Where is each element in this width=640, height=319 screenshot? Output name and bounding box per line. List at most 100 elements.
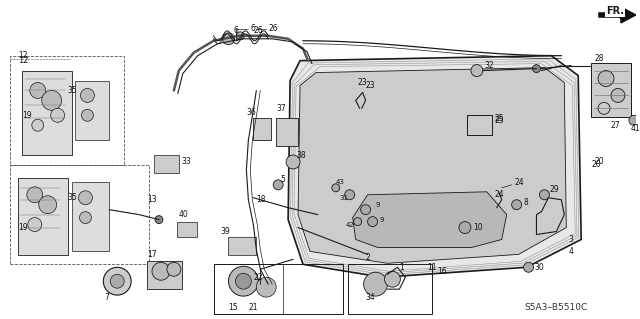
Text: FR.: FR. [606, 6, 624, 16]
Circle shape [155, 216, 163, 224]
Polygon shape [621, 7, 636, 23]
Text: 13: 13 [147, 195, 157, 204]
Text: 1: 1 [399, 263, 404, 272]
Text: 27: 27 [611, 121, 621, 130]
Text: 3: 3 [568, 235, 573, 244]
Circle shape [42, 91, 61, 110]
Circle shape [256, 277, 276, 297]
Circle shape [364, 272, 387, 296]
Polygon shape [298, 68, 566, 263]
Circle shape [273, 180, 283, 190]
Text: 23: 23 [365, 81, 375, 90]
Text: 2: 2 [365, 253, 371, 262]
Text: 11: 11 [427, 263, 436, 272]
Text: 39: 39 [221, 227, 230, 236]
Text: 4: 4 [568, 247, 573, 256]
Circle shape [79, 191, 92, 205]
Bar [214, 264, 343, 314]
Text: 43: 43 [336, 179, 345, 185]
Circle shape [367, 217, 378, 226]
Text: 26: 26 [253, 26, 263, 35]
Circle shape [81, 109, 93, 121]
Text: 37: 37 [276, 104, 286, 113]
Text: 28: 28 [594, 54, 604, 63]
Circle shape [167, 262, 181, 276]
Text: 24: 24 [495, 190, 504, 199]
Circle shape [471, 65, 483, 77]
Text: 20: 20 [591, 160, 601, 169]
Text: 42: 42 [346, 222, 355, 227]
Text: 12: 12 [18, 51, 28, 60]
Text: 16: 16 [437, 267, 447, 276]
Bar [18, 178, 68, 256]
Text: 33: 33 [182, 158, 191, 167]
Circle shape [286, 155, 300, 169]
Text: 18: 18 [256, 195, 266, 204]
Text: 9: 9 [376, 202, 380, 208]
Text: 17: 17 [147, 250, 157, 259]
Bar [22, 70, 72, 155]
Circle shape [524, 262, 534, 272]
Bar [467, 115, 492, 135]
Circle shape [152, 262, 170, 280]
Bar [214, 264, 283, 314]
Text: 19: 19 [18, 223, 28, 232]
Text: 32: 32 [485, 61, 495, 70]
Text: 30: 30 [534, 263, 544, 272]
Circle shape [28, 218, 42, 232]
Circle shape [103, 267, 131, 295]
Circle shape [385, 271, 401, 287]
Circle shape [598, 102, 610, 114]
Text: 35: 35 [68, 86, 77, 95]
Text: 19: 19 [22, 111, 31, 120]
Circle shape [27, 187, 43, 203]
Circle shape [459, 222, 471, 234]
Text: 5: 5 [280, 175, 285, 184]
Bar [147, 261, 182, 289]
Circle shape [332, 184, 340, 192]
Circle shape [236, 32, 244, 40]
Bar [591, 63, 631, 117]
Circle shape [598, 70, 614, 86]
Text: 20: 20 [594, 158, 604, 167]
Text: 10: 10 [473, 223, 483, 232]
Circle shape [532, 65, 540, 72]
Text: S5A3–B5510C: S5A3–B5510C [525, 302, 588, 312]
Text: 29: 29 [549, 185, 559, 194]
Text: 7: 7 [104, 293, 109, 301]
Bar [154, 155, 179, 173]
Circle shape [110, 274, 124, 288]
Circle shape [540, 190, 549, 200]
Bar [72, 182, 109, 251]
Text: FR.: FR. [0, 318, 1, 319]
Circle shape [629, 115, 639, 125]
Text: 23: 23 [358, 78, 367, 87]
Text: 36: 36 [246, 108, 256, 117]
Text: 9: 9 [380, 217, 384, 223]
Text: 22: 22 [253, 273, 263, 282]
Polygon shape [353, 192, 507, 248]
Bar [10, 165, 149, 264]
Circle shape [360, 205, 371, 215]
Circle shape [511, 200, 522, 210]
Circle shape [228, 266, 259, 296]
Text: 12: 12 [18, 56, 28, 65]
Circle shape [236, 273, 252, 289]
Bar [228, 237, 256, 256]
Circle shape [611, 88, 625, 102]
Text: 40: 40 [179, 210, 189, 219]
Circle shape [81, 88, 94, 102]
Text: 38: 38 [296, 151, 306, 160]
Text: 25: 25 [495, 116, 504, 125]
Bar [74, 80, 109, 140]
Text: 6: 6 [250, 24, 255, 33]
Polygon shape [288, 56, 581, 277]
Text: 34: 34 [365, 293, 375, 301]
Text: 31: 31 [340, 195, 349, 201]
Circle shape [79, 212, 92, 224]
Polygon shape [536, 198, 564, 234]
Text: 8: 8 [524, 198, 528, 207]
Bar [253, 118, 271, 140]
Circle shape [223, 33, 234, 45]
Bar [276, 118, 298, 146]
